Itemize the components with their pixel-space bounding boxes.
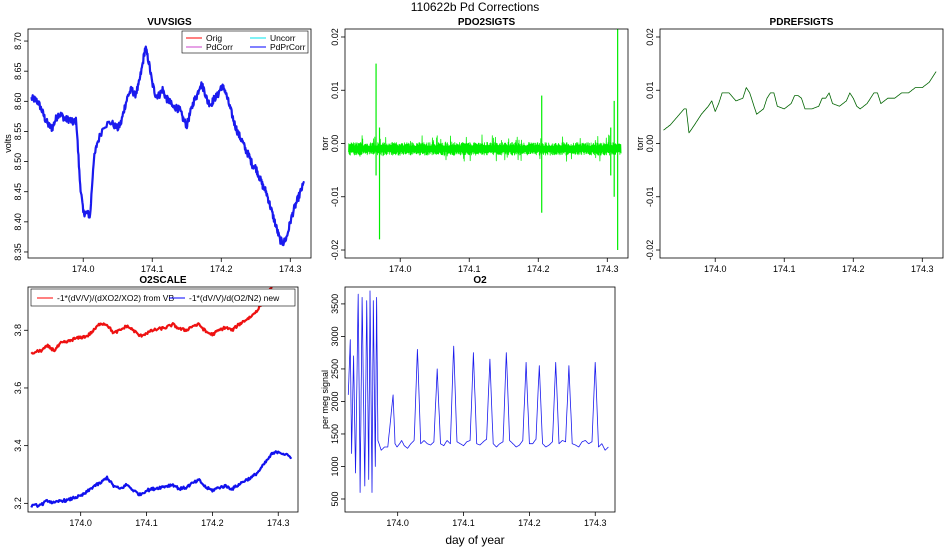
y-tick-label: 8.55 [13, 123, 23, 141]
plot-frame [344, 28, 629, 259]
x-axis-label: day of year [445, 533, 504, 547]
y-axis-label: torr [320, 137, 330, 151]
plot-area [30, 45, 305, 247]
y-axis-label: torr [635, 137, 645, 151]
y-tick-label: -0.02 [330, 240, 340, 261]
y-tick-label: 8.60 [13, 93, 23, 111]
series-line [347, 290, 609, 493]
plot-frame [659, 28, 944, 259]
y-axis-label: volts [3, 134, 13, 153]
series-line [663, 71, 937, 134]
y-tick-label: 0.00 [330, 135, 340, 153]
x-tick-label: 174.1 [141, 264, 164, 274]
panel-title: PDO2SIGTS [458, 17, 516, 28]
legend-box [30, 288, 296, 307]
x-tick-label: 174.0 [389, 264, 412, 274]
y-tick-label: 0.00 [645, 135, 655, 153]
figure-title: 110622b Pd Corrections [411, 0, 540, 14]
y-tick-label: 8.70 [13, 32, 23, 50]
series-line [30, 287, 273, 355]
x-tick-label: 174.3 [279, 264, 302, 274]
plot-frame [27, 286, 299, 513]
y-tick-label: 1500 [330, 424, 340, 444]
panel-title: VUVSIGS [147, 17, 192, 28]
series-line [30, 450, 293, 508]
legend-label: PdPrCorr [270, 42, 306, 52]
y-axis-label: per meg signal [320, 370, 330, 429]
legend-label: PdCorr [206, 42, 233, 52]
panel-pdo2sigts: PDO2SIGTS 174.0 174.1 174.2 174.3 -0.02 -0.01 0… [320, 17, 629, 274]
series-line [348, 134, 622, 162]
y-tick-label: 8.35 [13, 243, 23, 261]
x-tick-label: 174.0 [72, 264, 95, 274]
y-tick-label: 0.01 [330, 81, 340, 99]
legend-label: -1*(dV/V)/d(O2/N2) new [189, 293, 280, 303]
y-tick-label: 8.50 [13, 153, 23, 171]
y-tick-label: 2000 [330, 391, 340, 411]
x-tick-label: 174.1 [458, 264, 481, 274]
x-tick-label: 174.0 [386, 518, 409, 528]
y-tick-label: 0.02 [645, 28, 655, 46]
legend-label: -1*(dV/V)/(dXO2/XO2) from VB [57, 293, 174, 303]
y-tick-label: 8.45 [13, 183, 23, 201]
plot-area [663, 71, 937, 134]
x-tick-label: 174.0 [704, 264, 727, 274]
y-tick-label: 3.8 [13, 324, 23, 337]
y-tick-label: 8.65 [13, 62, 23, 80]
x-tick-label: 174.2 [201, 518, 224, 528]
y-tick-label: -0.01 [645, 186, 655, 207]
x-tick-label: 174.2 [518, 518, 541, 528]
y-tick-label: -0.01 [330, 186, 340, 207]
x-tick-label: 174.3 [584, 518, 607, 528]
legend-label: Orig [206, 33, 222, 43]
y-tick-label: 3500 [330, 294, 340, 314]
panel-title: O2SCALE [139, 275, 187, 286]
y-tick-label: 0.02 [330, 28, 340, 46]
panel-o2scale: O2SCALE 174.0 174.1 174.2 174.3 3.2 3.4 3.6 3.8 -… [13, 275, 299, 528]
plot-area [30, 287, 293, 508]
x-tick-label: 174.1 [773, 264, 796, 274]
y-tick-label: 0.01 [645, 81, 655, 99]
panel-o2: O2 174.0 174.1 174.2 174.3 500 1000 1500 2000 250… [320, 275, 616, 528]
x-tick-label: 174.3 [596, 264, 619, 274]
plot-area [348, 29, 622, 251]
y-tick-label: 1000 [330, 456, 340, 476]
x-tick-label: 174.1 [452, 518, 475, 528]
x-tick-label: 174.2 [210, 264, 233, 274]
legend-label: Uncorr [270, 33, 296, 43]
y-tick-label: 3.2 [13, 497, 23, 510]
x-tick-label: 174.1 [135, 518, 158, 528]
legend-box [181, 30, 309, 54]
x-tick-label: 174.3 [911, 264, 934, 274]
series-line [30, 45, 305, 247]
panel-vuvsigs: VUVSIGS 174.0 174.1 174.2 174.3 8.35 8.40 8.45 8… [3, 17, 312, 274]
x-tick-label: 174.2 [842, 264, 865, 274]
y-tick-label: -0.02 [645, 240, 655, 261]
x-tick-label: 174.0 [69, 518, 92, 528]
y-tick-label: 2500 [330, 359, 340, 379]
y-tick-label: 3.4 [13, 439, 23, 452]
plot-area [347, 290, 609, 493]
y-tick-label: 3000 [330, 326, 340, 346]
x-tick-label: 174.2 [527, 264, 550, 274]
x-tick-label: 174.3 [267, 518, 290, 528]
panel-title: PDREFSIGTS [770, 17, 834, 28]
plot-frame [27, 28, 312, 259]
y-tick-label: 500 [330, 491, 340, 506]
y-tick-label: 8.40 [13, 213, 23, 231]
plot-frame [344, 286, 616, 513]
panel-pdrefsigts: PDREFSIGTS 174.0 174.1 174.2 174.3 -0.02 -0.01… [635, 17, 944, 274]
y-tick-label: 3.6 [13, 382, 23, 395]
panel-title: O2 [473, 275, 487, 286]
